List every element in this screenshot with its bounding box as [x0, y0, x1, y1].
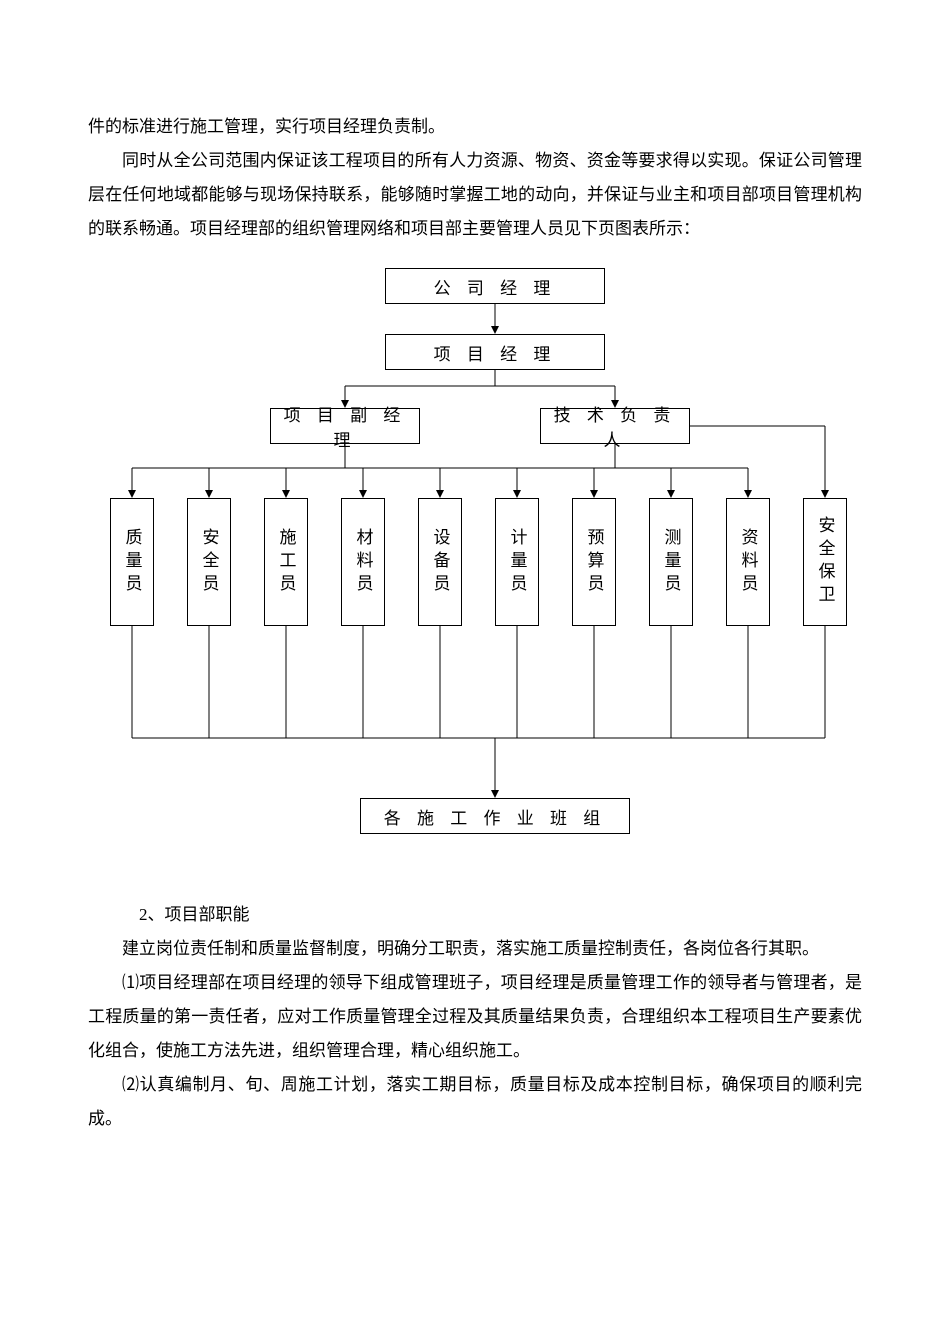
node-budget: 预算员	[572, 498, 616, 626]
node-survey: 测量员	[649, 498, 693, 626]
node-work-teams: 各 施 工 作 业 班 组	[360, 798, 630, 834]
org-chart: 公 司 经 理 项 目 经 理 项 目 副 经 理 技 术 负 责 人 质量员 …	[90, 268, 860, 858]
node-material: 材料员	[341, 498, 385, 626]
paragraph-continuation: 件的标准进行施工管理，实行项目经理负责制。	[88, 110, 862, 144]
paragraph-duty-1: ⑴项目经理部在项目经理的领导下组成管理班子，项目经理是质量管理工作的领导者与管理…	[88, 966, 862, 1068]
section-heading-2: 2、项目部职能	[88, 898, 862, 932]
node-deputy-manager: 项 目 副 经 理	[270, 408, 420, 444]
node-tech-lead: 技 术 负 责 人	[540, 408, 690, 444]
node-project-manager: 项 目 经 理	[385, 334, 605, 370]
node-equipment: 设备员	[418, 498, 462, 626]
paragraph-intro: 同时从全公司范围内保证该工程项目的所有人力资源、物资、资金等要求得以实现。保证公…	[88, 144, 862, 246]
node-metering: 计量员	[495, 498, 539, 626]
paragraph-duty-2: ⑵认真编制月、旬、周施工计划，落实工期目标，质量目标及成本控制目标，确保项目的顺…	[88, 1068, 862, 1136]
node-company-manager: 公 司 经 理	[385, 268, 605, 304]
node-security: 安全保卫	[803, 498, 847, 626]
node-data: 资料员	[726, 498, 770, 626]
node-quality: 质量员	[110, 498, 154, 626]
node-safety: 安全员	[187, 498, 231, 626]
paragraph-duty-intro: 建立岗位责任制和质量监督制度，明确分工职责，落实施工质量控制责任，各岗位各行其职…	[88, 932, 862, 966]
node-construction: 施工员	[264, 498, 308, 626]
